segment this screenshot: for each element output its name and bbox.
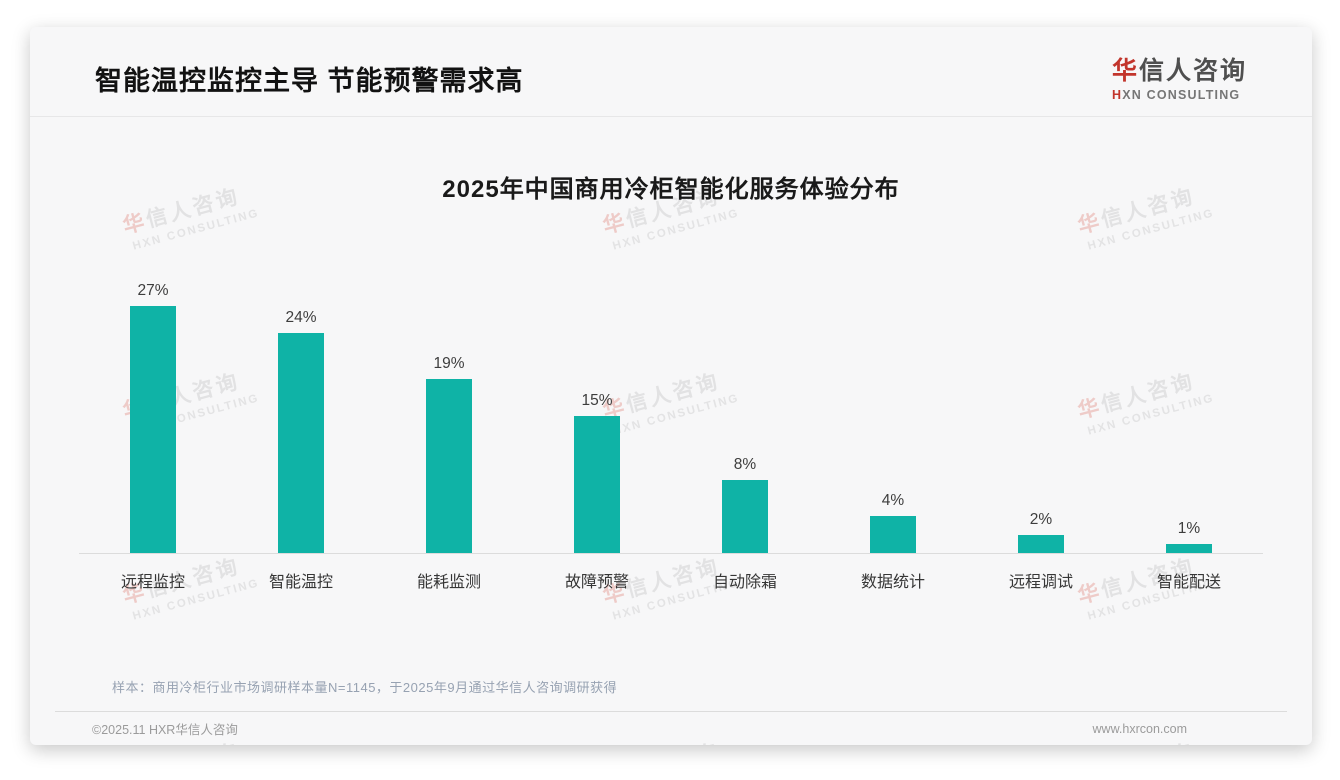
header: 智能温控监控主导 节能预警需求高 华信人咨询 HXN CONSULTING bbox=[30, 27, 1312, 117]
bar bbox=[870, 516, 916, 553]
bar bbox=[574, 415, 620, 553]
bar-value-label: 2% bbox=[1029, 510, 1053, 528]
brand-logo-cn-rest: 信人咨询 bbox=[1138, 57, 1247, 85]
bar-slot: 24% bbox=[227, 309, 375, 553]
brand-logo: 华信人咨询 HXN CONSULTING bbox=[1112, 41, 1247, 102]
bar bbox=[1166, 543, 1212, 553]
bar-value-label: 8% bbox=[733, 455, 757, 473]
page-title: 智能温控监控主导 节能预警需求高 bbox=[95, 66, 524, 96]
bar-value-label: 4% bbox=[881, 492, 905, 510]
bar-chart: 27% 24% 19% 15% 8% 4% 2% 1% 远程监控 智能温控 能耗监测 故障预警 自动除… bbox=[79, 282, 1263, 592]
footer: ©2025.11 HXR华信人咨询 www.hxrcon.com bbox=[55, 711, 1287, 745]
bar bbox=[426, 379, 472, 553]
category-label: 远程监控 bbox=[120, 574, 185, 591]
bar-slot: 27% bbox=[79, 282, 227, 553]
footer-website: www.hxrcon.com bbox=[1092, 721, 1187, 736]
bar-value-label: 15% bbox=[581, 391, 613, 409]
bar-value-label: 27% bbox=[137, 281, 169, 299]
brand-logo-cn-accent: 华 bbox=[1111, 57, 1139, 85]
category-axis: 远程监控 智能温控 能耗监测 故障预警 自动除霜 数据统计 远程调试 智能配送 bbox=[79, 554, 1263, 592]
category-label: 智能配送 bbox=[1156, 574, 1221, 591]
bar bbox=[1018, 534, 1064, 553]
category-label: 能耗监测 bbox=[416, 574, 481, 591]
bar-slot: 19% bbox=[375, 355, 523, 553]
chart-title: 2025年中国商用冷柜智能化服务体验分布 bbox=[442, 176, 900, 203]
brand-logo-en-rest: XN CONSULTING bbox=[1122, 88, 1241, 102]
sample-footnote: 样本：商用冷柜行业市场调研样本量N=1145，于2025年9月通过华信人咨询调研… bbox=[112, 680, 618, 695]
bar-value-label: 1% bbox=[1177, 519, 1201, 537]
bar-slot: 4% bbox=[819, 492, 967, 553]
report-card: 华信人咨询 HXN CONSULTING 华信人咨询 HXN CONSULTING 华信… bbox=[30, 27, 1312, 745]
category-label: 远程调试 bbox=[1008, 574, 1073, 591]
bar-value-label: 19% bbox=[433, 355, 465, 373]
bar bbox=[278, 333, 324, 553]
bar-slot: 1% bbox=[1115, 520, 1263, 553]
brand-logo-en-accent: H bbox=[1111, 88, 1123, 102]
bar-slot: 8% bbox=[671, 456, 819, 553]
category-label: 数据统计 bbox=[860, 574, 925, 591]
category-label: 自动除霜 bbox=[712, 574, 777, 591]
bar bbox=[130, 305, 176, 553]
brand-logo-cn: 华信人咨询 bbox=[1112, 51, 1247, 87]
bar bbox=[722, 479, 768, 553]
category-label: 智能温控 bbox=[268, 574, 333, 591]
bar-value-label: 24% bbox=[285, 309, 317, 327]
bar-slot: 15% bbox=[523, 392, 671, 553]
brand-logo-en: HXN CONSULTING bbox=[1112, 88, 1247, 102]
footer-copyright: ©2025.11 HXR华信人咨询 bbox=[92, 723, 238, 737]
card-content: 智能温控监控主导 节能预警需求高 华信人咨询 HXN CONSULTING 20… bbox=[30, 27, 1312, 745]
bar-slot: 2% bbox=[967, 511, 1115, 553]
bars-row: 27% 24% 19% 15% 8% 4% 2% 1% bbox=[79, 282, 1263, 554]
category-label: 故障预警 bbox=[564, 574, 629, 591]
